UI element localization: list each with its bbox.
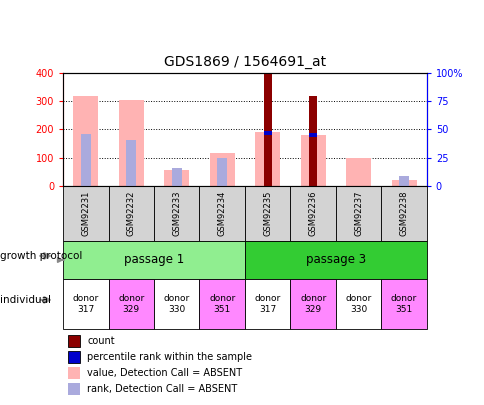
Bar	[244, 241, 426, 279]
Bar	[308, 96, 317, 186]
Text: donor
317: donor 317	[73, 294, 99, 313]
Bar	[335, 186, 380, 241]
Text: GSM92236: GSM92236	[308, 191, 317, 236]
Bar	[346, 158, 370, 186]
Bar	[73, 96, 98, 186]
Text: count: count	[87, 336, 115, 346]
Text: donor
351: donor 351	[390, 294, 416, 313]
Bar	[63, 241, 244, 279]
Bar	[391, 180, 416, 186]
Bar	[108, 186, 153, 241]
Bar	[153, 186, 199, 241]
Bar	[81, 134, 91, 186]
Bar	[244, 279, 290, 329]
Text: donor
330: donor 330	[163, 294, 189, 313]
Text: GSM92237: GSM92237	[353, 191, 363, 236]
Bar	[380, 279, 426, 329]
Bar	[308, 133, 317, 137]
Bar	[63, 279, 108, 329]
Bar	[290, 279, 335, 329]
Bar	[199, 279, 244, 329]
Text: individual: individual	[0, 295, 51, 305]
Bar	[244, 186, 290, 241]
Bar	[335, 279, 380, 329]
Text: donor
329: donor 329	[300, 294, 326, 313]
Text: rank, Detection Call = ABSENT: rank, Detection Call = ABSENT	[87, 384, 237, 394]
Text: growth protocol: growth protocol	[0, 251, 82, 261]
Bar	[108, 279, 153, 329]
Text: passage 3: passage 3	[305, 254, 365, 266]
Bar	[209, 153, 234, 186]
Text: GSM92233: GSM92233	[172, 191, 181, 236]
Bar	[153, 279, 199, 329]
Bar	[263, 73, 271, 186]
Bar	[119, 100, 143, 186]
Text: GSM92235: GSM92235	[263, 191, 272, 236]
Bar	[171, 168, 182, 186]
Bar	[217, 158, 227, 186]
Bar	[380, 186, 426, 241]
Text: GSM92231: GSM92231	[81, 191, 90, 236]
Text: passage 1: passage 1	[123, 254, 184, 266]
Text: GSM92234: GSM92234	[217, 191, 226, 236]
Bar	[126, 140, 136, 186]
Text: percentile rank within the sample: percentile rank within the sample	[87, 352, 252, 362]
Title: GDS1869 / 1564691_at: GDS1869 / 1564691_at	[164, 55, 325, 69]
Text: GSM92238: GSM92238	[399, 191, 408, 236]
Text: donor
330: donor 330	[345, 294, 371, 313]
Bar	[300, 134, 325, 186]
Bar	[164, 171, 189, 186]
Bar	[199, 186, 244, 241]
Text: donor
317: donor 317	[254, 294, 280, 313]
Text: value, Detection Call = ABSENT: value, Detection Call = ABSENT	[87, 368, 242, 378]
Bar	[63, 186, 108, 241]
Bar	[398, 176, 408, 186]
Bar	[263, 131, 271, 134]
Bar	[290, 186, 335, 241]
Text: donor
351: donor 351	[209, 294, 235, 313]
Text: donor
329: donor 329	[118, 294, 144, 313]
Text: GSM92232: GSM92232	[126, 191, 136, 236]
Bar	[255, 132, 280, 186]
